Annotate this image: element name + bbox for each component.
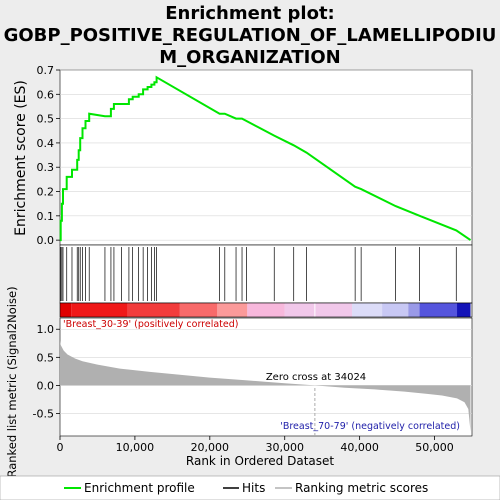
- color-bar-segment: [179, 303, 218, 317]
- metric-y-axis-label: Ranked list metric (Signal2Noise): [5, 286, 19, 477]
- es-y-axis: 0.0 0.1 0.2 0.3 0.4 0.5 0.6 0.7: [37, 64, 60, 247]
- hits: [60, 247, 457, 301]
- negative-correlation-label: 'Breast_70-79' (negatively correlated): [280, 421, 460, 432]
- x-tick-label: 50,000: [415, 441, 454, 454]
- es-y-tick-label: 0.2: [37, 186, 55, 199]
- x-tick-label: 10,000: [116, 441, 155, 454]
- legend-metric-label: Ranking metric scores: [295, 481, 428, 495]
- color-bar-segment: [382, 303, 409, 317]
- es-y-tick-label: 0.1: [37, 210, 55, 223]
- color-bar-segment: [457, 303, 471, 317]
- x-tick-label: 40,000: [340, 441, 379, 454]
- color-bar-segment: [127, 303, 180, 317]
- color-bar-segment: [408, 303, 420, 317]
- title-line-1: Enrichment plot:: [165, 3, 335, 24]
- color-bar-segment: [60, 303, 72, 317]
- positive-correlation-label: 'Breast_30-39' (positively correlated): [63, 319, 239, 330]
- metric-y-axis: -0.5 0.0 0.5 1.0: [33, 323, 60, 421]
- color-bar-segment: [217, 303, 248, 317]
- es-y-tick-label: 0.6: [37, 88, 55, 101]
- es-y-tick-label: 0.3: [37, 161, 55, 174]
- metric-y-tick-label: -0.5: [33, 408, 54, 421]
- legend-box: [0, 475, 500, 500]
- es-panel: [59, 69, 473, 246]
- rank-color-bar: [59, 302, 473, 318]
- es-y-tick-label: 0.5: [37, 113, 55, 126]
- title-line-2: GOBP_POSITIVE_REGULATION_OF_LAMELLIPODIU: [4, 25, 497, 46]
- zero-cross-label: Zero cross at 34024: [266, 372, 366, 383]
- ranking-metric-area: [60, 340, 471, 432]
- es-y-tick-label: 0.0: [37, 234, 55, 247]
- es-y-tick-label: 0.4: [37, 137, 55, 150]
- legend-hits-label: Hits: [242, 481, 265, 495]
- x-tick-label: 30,000: [265, 441, 304, 454]
- es-y-tick-label: 0.7: [37, 64, 55, 77]
- x-axis: 0 10,000 20,000 30,000 40,000 50,000: [57, 436, 454, 454]
- x-tick-label: 0: [57, 441, 64, 454]
- metric-y-tick-label: 0.5: [37, 351, 55, 364]
- color-bar-frame: [59, 302, 473, 318]
- color-bar-segment: [247, 303, 285, 317]
- color-bar-segment: [419, 303, 458, 317]
- color-bar-segment: [284, 303, 353, 317]
- title-line-3: M_ORGANIZATION: [159, 47, 340, 68]
- x-tick-label: 20,000: [191, 441, 230, 454]
- hits-panel: [59, 244, 473, 304]
- enrichment-profile-line: [59, 75, 472, 242]
- metric-grid: [60, 328, 472, 414]
- x-axis-label: Rank in Ordered Dataset: [186, 454, 334, 468]
- legend-enrichment-label: Enrichment profile: [84, 481, 195, 495]
- es-grid: [60, 69, 472, 241]
- es-y-axis-label: Enrichment score (ES): [13, 80, 29, 236]
- metric-y-tick-label: 0.0: [37, 379, 55, 392]
- metric-y-tick-label: 1.0: [37, 323, 55, 336]
- color-bar-segment: [352, 303, 383, 317]
- color-bar-segment: [71, 303, 128, 317]
